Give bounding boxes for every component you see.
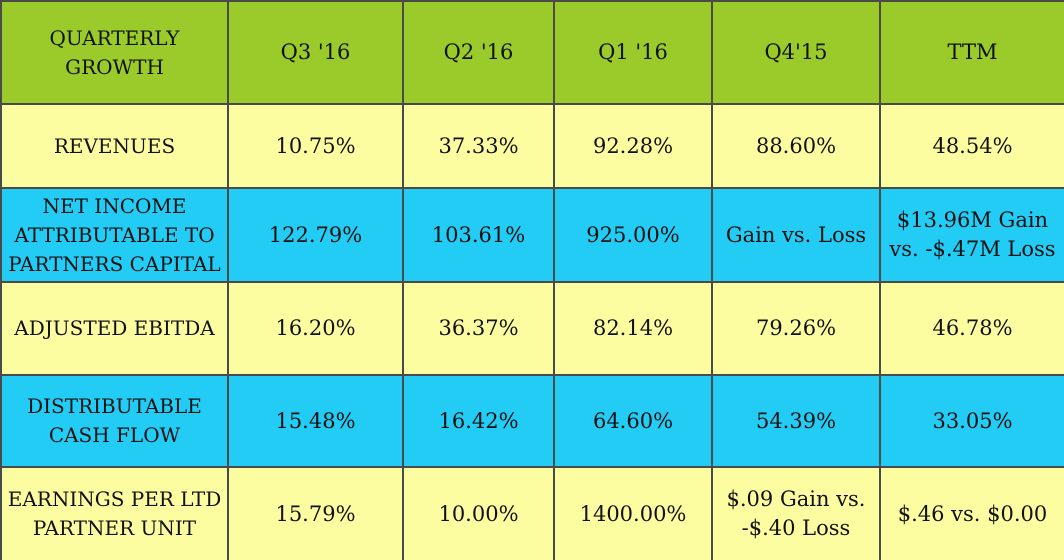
- column-header-q3-16: Q3 '16: [227, 0, 404, 105]
- table-cell: 79.26%: [711, 281, 881, 376]
- table-cell: 16.20%: [227, 281, 404, 376]
- table-cell: 37.33%: [402, 103, 555, 189]
- table-cell: 16.42%: [402, 374, 555, 468]
- table-cell: 82.14%: [553, 281, 713, 376]
- table-cell: 10.75%: [227, 103, 404, 189]
- table-cell: Gain vs. Loss: [711, 187, 881, 283]
- table-row-distributable-cash-flow: DISTRIBUTABLE CASH FLOW 15.48% 16.42% 64…: [0, 374, 1064, 468]
- column-header-q1-16: Q1 '16: [553, 0, 713, 105]
- column-header-q2-16: Q2 '16: [402, 0, 555, 105]
- table-cell: 46.78%: [879, 281, 1064, 376]
- table-cell: 925.00%: [553, 187, 713, 283]
- column-header-ttm: TTM: [879, 0, 1064, 105]
- table-cell: 15.79%: [227, 466, 404, 560]
- table-row-revenues: REVENUES 10.75% 37.33% 92.28% 88.60% 48.…: [0, 103, 1064, 189]
- table-cell: 36.37%: [402, 281, 555, 376]
- table-header-row: QUARTERLY GROWTH Q3 '16 Q2 '16 Q1 '16 Q4…: [0, 0, 1064, 105]
- table-cell: 15.48%: [227, 374, 404, 468]
- table-cell: $13.96M Gain vs. -$.47M Loss: [879, 187, 1064, 283]
- row-label: EARNINGS PER LTD PARTNER UNIT: [0, 466, 229, 560]
- table-row-net-income: NET INCOME ATTRIBUTABLE TO PARTNERS CAPI…: [0, 187, 1064, 283]
- table-cell: 122.79%: [227, 187, 404, 283]
- header-label: QUARTERLY GROWTH: [0, 0, 229, 105]
- table-cell: 92.28%: [553, 103, 713, 189]
- table-cell: 33.05%: [879, 374, 1064, 468]
- row-label: ADJUSTED EBITDA: [0, 281, 229, 376]
- table-cell: 10.00%: [402, 466, 555, 560]
- table-cell: $.46 vs. $0.00: [879, 466, 1064, 560]
- table-cell: $.09 Gain vs. -$.40 Loss: [711, 466, 881, 560]
- table-cell: 64.60%: [553, 374, 713, 468]
- row-label: DISTRIBUTABLE CASH FLOW: [0, 374, 229, 468]
- column-header-q4-15: Q4'15: [711, 0, 881, 105]
- row-label: NET INCOME ATTRIBUTABLE TO PARTNERS CAPI…: [0, 187, 229, 283]
- row-label: REVENUES: [0, 103, 229, 189]
- table-cell: 48.54%: [879, 103, 1064, 189]
- table-row-earnings-per-unit: EARNINGS PER LTD PARTNER UNIT 15.79% 10.…: [0, 466, 1064, 560]
- table-row-adjusted-ebitda: ADJUSTED EBITDA 16.20% 36.37% 82.14% 79.…: [0, 281, 1064, 376]
- table-cell: 103.61%: [402, 187, 555, 283]
- table-cell: 88.60%: [711, 103, 881, 189]
- table-cell: 54.39%: [711, 374, 881, 468]
- table-cell: 1400.00%: [553, 466, 713, 560]
